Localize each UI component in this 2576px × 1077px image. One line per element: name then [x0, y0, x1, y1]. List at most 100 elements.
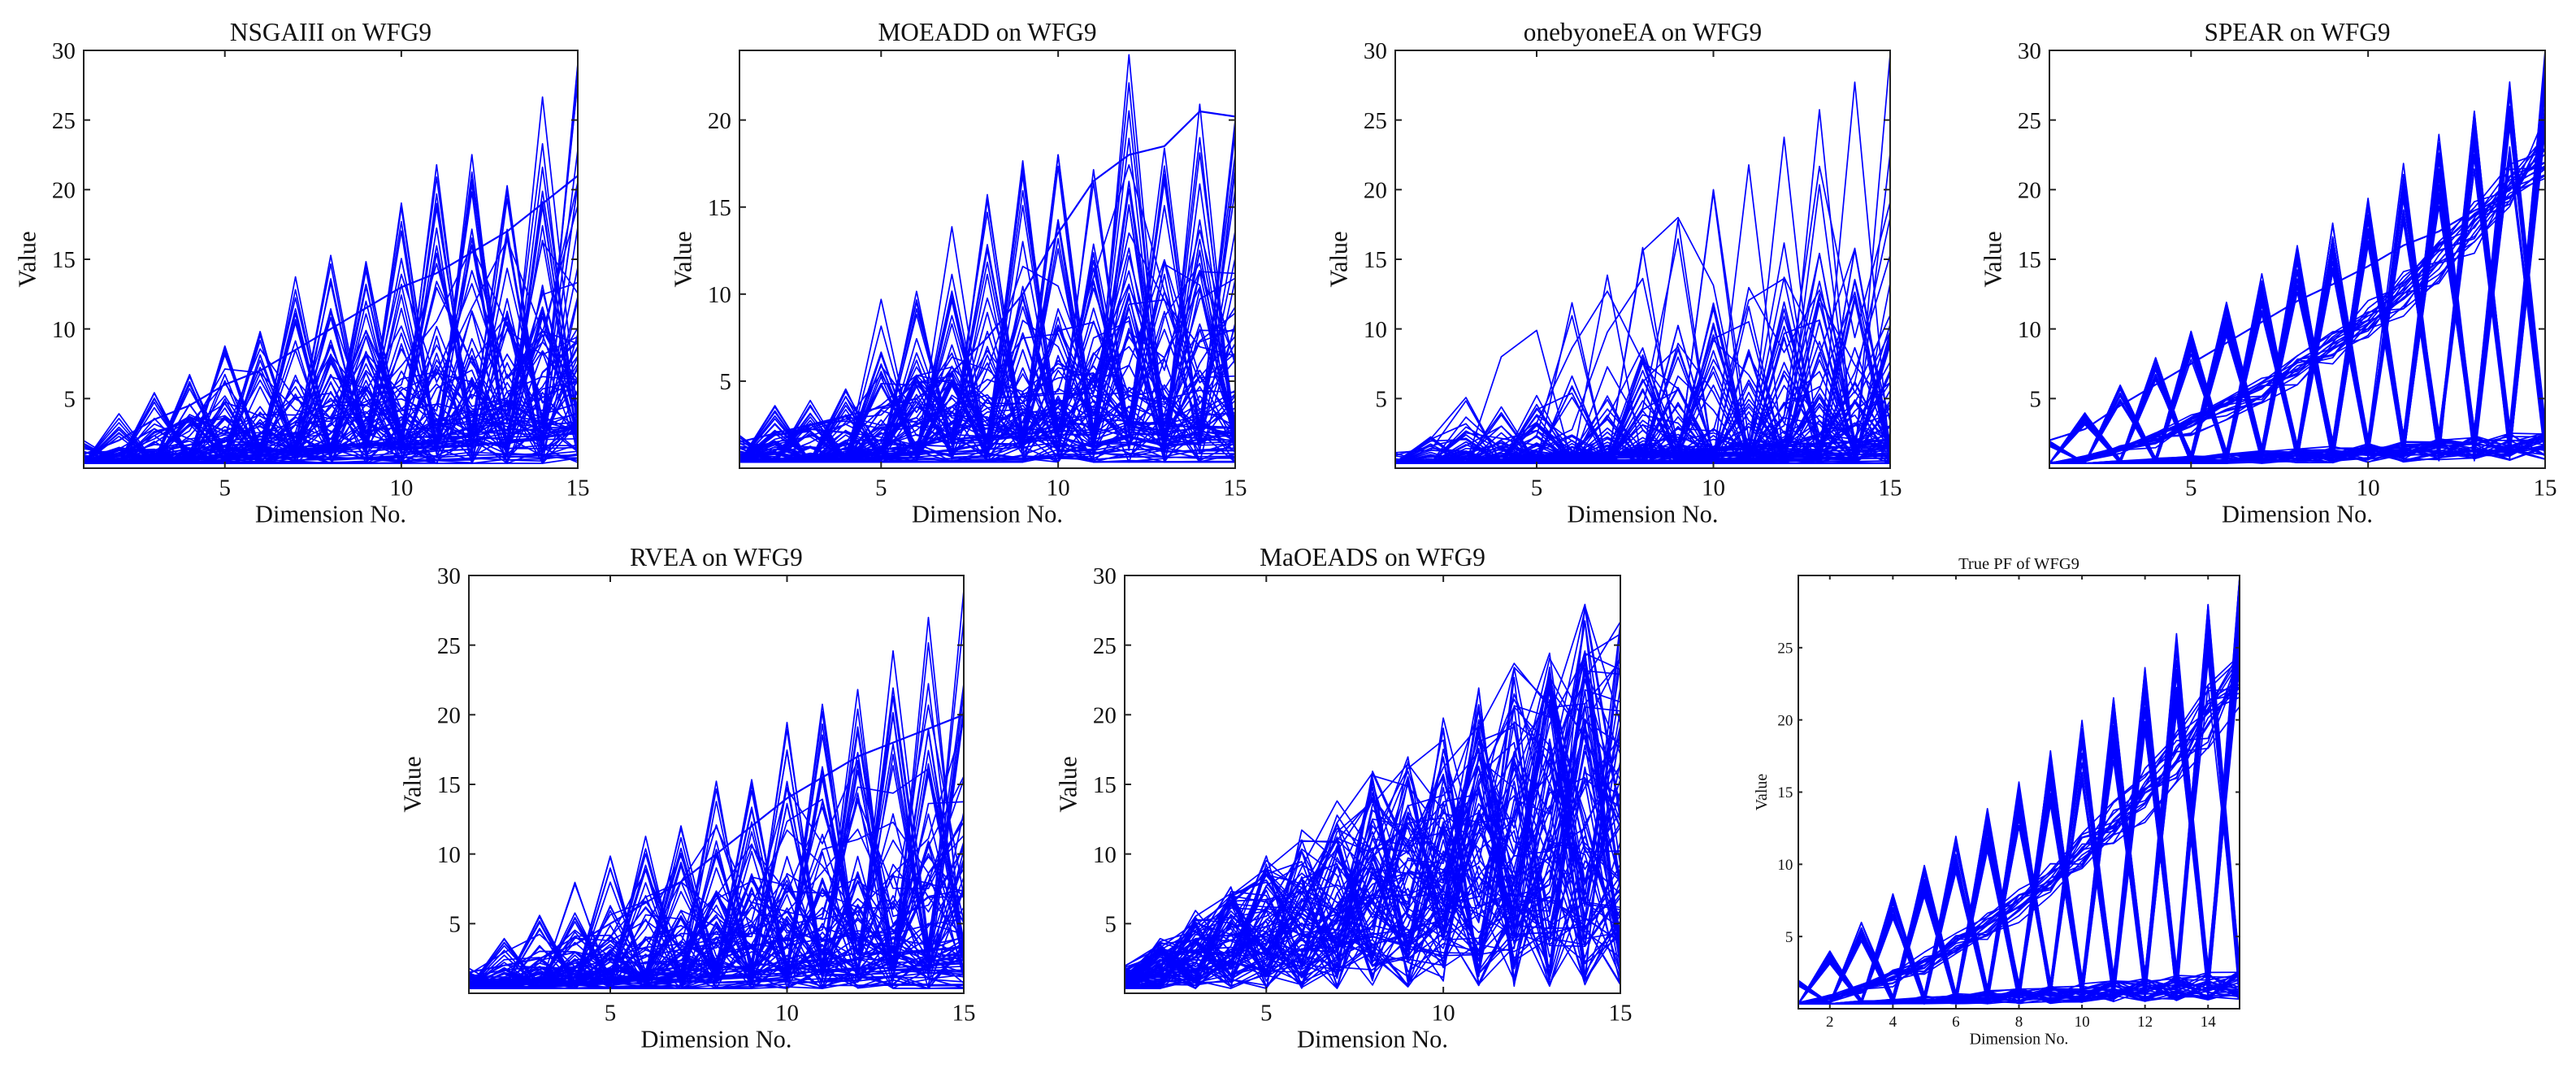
series-line	[1395, 337, 1890, 464]
series-line	[739, 369, 1235, 463]
y-tick-label: 30	[1093, 563, 1117, 589]
series-group	[1125, 603, 1620, 989]
series-line	[1125, 792, 1620, 988]
series-line	[469, 872, 964, 989]
series-line	[1125, 667, 1620, 984]
y-tick-label: 25	[1093, 633, 1117, 659]
y-tick-label: 30	[52, 38, 76, 64]
series-line	[739, 229, 1235, 449]
series-line	[739, 333, 1235, 463]
series-line	[1125, 735, 1620, 989]
x-axis-label: Dimension No.	[1297, 1026, 1448, 1053]
y-tick-label: 25	[1364, 108, 1387, 134]
series-line	[1125, 766, 1620, 989]
series-line	[1125, 706, 1620, 989]
y-axis-label: Value	[1980, 231, 2007, 287]
chart-maoeads: 5 10 15 5 10 15 20 25 30 MaOEADS on WFG9 Dimension…	[1055, 543, 1633, 1053]
series-line	[2049, 151, 2545, 464]
series-line	[84, 328, 578, 464]
series-line	[1395, 238, 1890, 464]
y-tick-label: 15	[1364, 247, 1387, 273]
chart-title: True PF of WFG9	[1958, 555, 2079, 573]
series-line	[469, 914, 964, 989]
series-line	[1125, 727, 1620, 974]
y-axis-label: Value	[1753, 774, 1771, 811]
x-tick-label: 10	[1432, 1000, 1455, 1026]
x-tick-label: 10	[775, 1000, 799, 1026]
chart-truepf: 2 4 6 8 10 12 14 5 10 15 20 25 True PF of WFG9 Dimens…	[1753, 555, 2240, 1049]
series-line	[739, 324, 1235, 463]
series-line	[469, 721, 964, 975]
series-line	[469, 889, 964, 984]
series-line	[84, 359, 578, 463]
y-tick-label: 25	[52, 108, 76, 134]
y-tick-label: 10	[1093, 842, 1117, 868]
y-tick-label: 5	[63, 386, 76, 412]
y-tick-label: 15	[1093, 772, 1117, 798]
x-tick-label: 5	[1260, 1000, 1273, 1026]
y-tick-label: 20	[1093, 702, 1117, 728]
y-tick-label: 15	[52, 247, 76, 273]
series-line	[1125, 687, 1620, 979]
x-tick-label: 5	[605, 1000, 617, 1026]
y-tick-label: 20	[1777, 712, 1793, 729]
x-tick-label: 4	[1889, 1014, 1897, 1031]
y-tick-label: 20	[1364, 177, 1387, 203]
y-axis-label: Value	[399, 756, 427, 812]
series-line	[1125, 652, 1620, 989]
series-line	[1395, 361, 1890, 464]
series-line	[1125, 633, 1620, 989]
series-line	[1125, 726, 1620, 989]
y-tick-label: 25	[437, 633, 461, 659]
x-axis-label: Dimension No.	[1568, 501, 1719, 528]
series-line	[2049, 175, 2545, 464]
y-tick-label: 20	[437, 702, 461, 728]
x-tick-label: 15	[1609, 1000, 1633, 1026]
y-tick-label: 30	[2018, 38, 2041, 64]
chart-title: onebyoneEA on WFG9	[1524, 18, 1762, 46]
series-group	[1798, 576, 2240, 1005]
series-line	[739, 54, 1235, 463]
x-tick-label: 10	[1047, 475, 1070, 501]
y-tick-label: 10	[2018, 317, 2041, 343]
y-tick-label: 25	[1777, 640, 1793, 657]
series-line	[2049, 136, 2545, 464]
x-tick-label: 10	[1702, 475, 1725, 501]
x-axis-label: Dimension No.	[255, 501, 406, 528]
series-group	[469, 590, 964, 989]
series-line	[1125, 603, 1620, 988]
series-line	[469, 887, 964, 988]
series-line	[1125, 662, 1620, 984]
chart-title: RVEA on WFG9	[630, 543, 803, 571]
series-line	[1125, 827, 1620, 985]
series-line	[739, 397, 1235, 463]
series-line	[1395, 356, 1890, 464]
y-tick-label: 5	[1375, 386, 1387, 412]
x-tick-label: 15	[566, 475, 590, 501]
x-axis-label: Dimension No.	[912, 501, 1063, 528]
x-tick-label: 5	[2185, 475, 2197, 501]
series-line	[469, 855, 964, 989]
y-tick-label: 30	[1364, 38, 1387, 64]
series-group	[2049, 50, 2545, 464]
chart-title: NSGAIII on WFG9	[230, 18, 432, 46]
series-line	[1798, 979, 2240, 1005]
y-axis-label: Value	[670, 231, 697, 287]
y-tick-label: 20	[2018, 177, 2041, 203]
series-line	[84, 356, 578, 464]
y-tick-label: 20	[52, 177, 76, 203]
y-tick-label: 5	[1785, 929, 1793, 946]
x-axis-label: Dimension No.	[641, 1026, 792, 1053]
x-tick-label: 5	[1531, 475, 1543, 501]
series-line	[1125, 645, 1620, 989]
series-line	[84, 333, 578, 464]
chart-spear: 5 10 15 5 10 15 20 25 30 SPEAR on WFG9 Dimension N…	[1980, 18, 2557, 528]
series-line	[1395, 455, 1890, 464]
y-tick-label: 10	[52, 317, 76, 343]
y-tick-label: 20	[708, 108, 731, 134]
series-group	[84, 63, 578, 464]
series-line	[1395, 153, 1890, 464]
y-tick-label: 15	[708, 195, 731, 221]
x-tick-label: 8	[2015, 1014, 2023, 1031]
x-tick-label: 12	[2137, 1014, 2153, 1031]
